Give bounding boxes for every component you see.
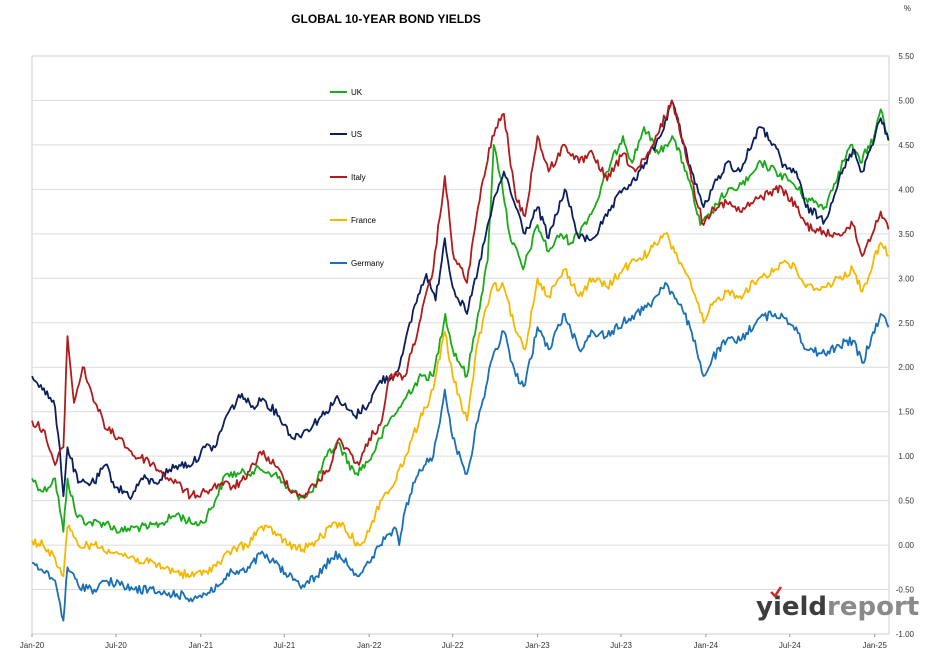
unit-label: %	[904, 4, 911, 13]
y-axis: -1.00 -0.50 0.00 0.50 1.00 1.50 2.00 2.50 3.00 3.…	[896, 52, 915, 639]
x-tick-label: Jul-21	[273, 641, 295, 650]
legend-label: Germany	[351, 259, 384, 268]
x-tick-label: Jan-24	[694, 641, 719, 650]
x-tick-label: Jan-21	[189, 641, 214, 650]
legend-label: Italy	[351, 173, 366, 182]
y-tick-label: 4.50	[898, 141, 914, 150]
legend-label: France	[351, 216, 376, 225]
y-tick-label: 1.00	[898, 452, 914, 461]
y-tick-label: 5.50	[898, 52, 914, 61]
y-tick-label: 0.50	[898, 497, 914, 506]
y-tick-label: 2.50	[898, 319, 914, 328]
chart-title: GLOBAL 10-YEAR BOND YIELDS	[291, 12, 481, 26]
y-tick-label: 4.00	[898, 185, 914, 194]
series-lines	[31, 99, 890, 622]
x-tick-label: Jul-20	[105, 641, 127, 650]
series-line-germany	[31, 281, 890, 622]
x-tick-label: Jul-22	[442, 641, 464, 650]
y-tick-label: 0.00	[898, 541, 914, 550]
legend-label: US	[351, 130, 362, 139]
y-tick-label: 5.00	[898, 96, 914, 105]
x-tick-label: Jan-20	[20, 641, 45, 650]
logo: yieldreport	[756, 586, 919, 622]
y-tick-label: 1.50	[898, 408, 914, 417]
x-tick-label: Jul-24	[779, 641, 801, 650]
x-axis: Jan-20 Jul-20 Jan-21 Jul-21 Jan-22 Jul-22 Jan-…	[20, 634, 887, 650]
x-tick-label: Jan-25	[862, 641, 887, 650]
series-line-italy	[31, 99, 890, 500]
series-line-us	[31, 99, 890, 500]
x-tick-label: Jul-23	[610, 641, 632, 650]
legend: UK US Italy France Germany	[330, 88, 384, 268]
logo-tick-mark	[770, 586, 783, 598]
x-tick-label: Jan-22	[357, 641, 382, 650]
x-tick-label: Jan-23	[525, 641, 550, 650]
plot-area	[31, 55, 890, 635]
series-line-france	[31, 232, 889, 579]
y-tick-label: 3.50	[898, 230, 914, 239]
series-line-uk	[31, 108, 890, 534]
logo-text: yieldreport	[756, 592, 919, 622]
y-tick-label: -0.50	[896, 586, 915, 595]
y-tick-label: 2.00	[898, 363, 914, 372]
grid	[32, 99, 889, 591]
y-tick-label: 3.00	[898, 274, 914, 283]
y-tick-label: -1.00	[896, 630, 915, 639]
legend-label: UK	[351, 88, 363, 97]
